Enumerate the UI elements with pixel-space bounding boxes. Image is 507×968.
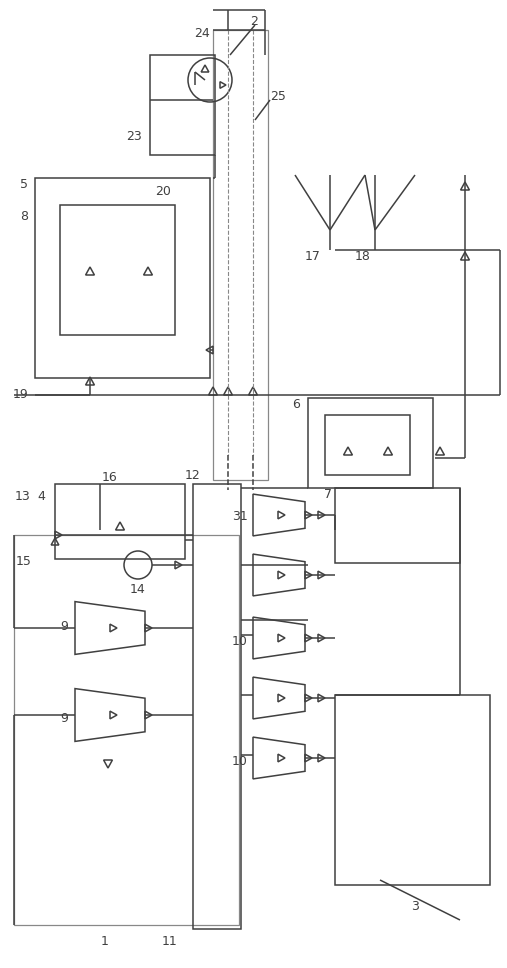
Text: 4: 4: [37, 490, 45, 503]
Text: 23: 23: [126, 130, 142, 143]
Text: 16: 16: [102, 471, 118, 484]
Text: 9: 9: [60, 712, 68, 725]
Text: 31: 31: [232, 510, 248, 523]
Text: 13: 13: [14, 490, 30, 503]
Bar: [55, 484, 185, 559]
Bar: [193, 484, 241, 929]
Text: 7: 7: [324, 488, 332, 501]
Bar: [14, 535, 239, 925]
Text: 25: 25: [270, 90, 286, 103]
Text: 8: 8: [20, 210, 28, 223]
Text: 24: 24: [194, 27, 210, 40]
Bar: [335, 695, 490, 885]
Text: 6: 6: [292, 398, 300, 411]
Text: 1: 1: [101, 935, 109, 948]
Text: 10: 10: [232, 635, 248, 648]
Text: 10: 10: [232, 755, 248, 768]
Text: 12: 12: [185, 469, 201, 482]
Bar: [325, 415, 410, 475]
Text: 19: 19: [12, 388, 28, 401]
Bar: [335, 488, 460, 563]
Text: 20: 20: [155, 185, 171, 198]
Text: 15: 15: [16, 555, 32, 568]
Text: 18: 18: [355, 250, 371, 263]
Text: 2: 2: [250, 15, 258, 28]
Bar: [150, 55, 215, 155]
Bar: [35, 178, 210, 378]
Bar: [60, 205, 175, 335]
Bar: [308, 398, 433, 488]
Text: 14: 14: [130, 583, 146, 596]
Bar: [213, 30, 268, 480]
Text: 3: 3: [411, 900, 419, 913]
Text: 17: 17: [305, 250, 321, 263]
Text: 11: 11: [162, 935, 178, 948]
Text: 5: 5: [20, 178, 28, 191]
Text: 9: 9: [60, 620, 68, 633]
